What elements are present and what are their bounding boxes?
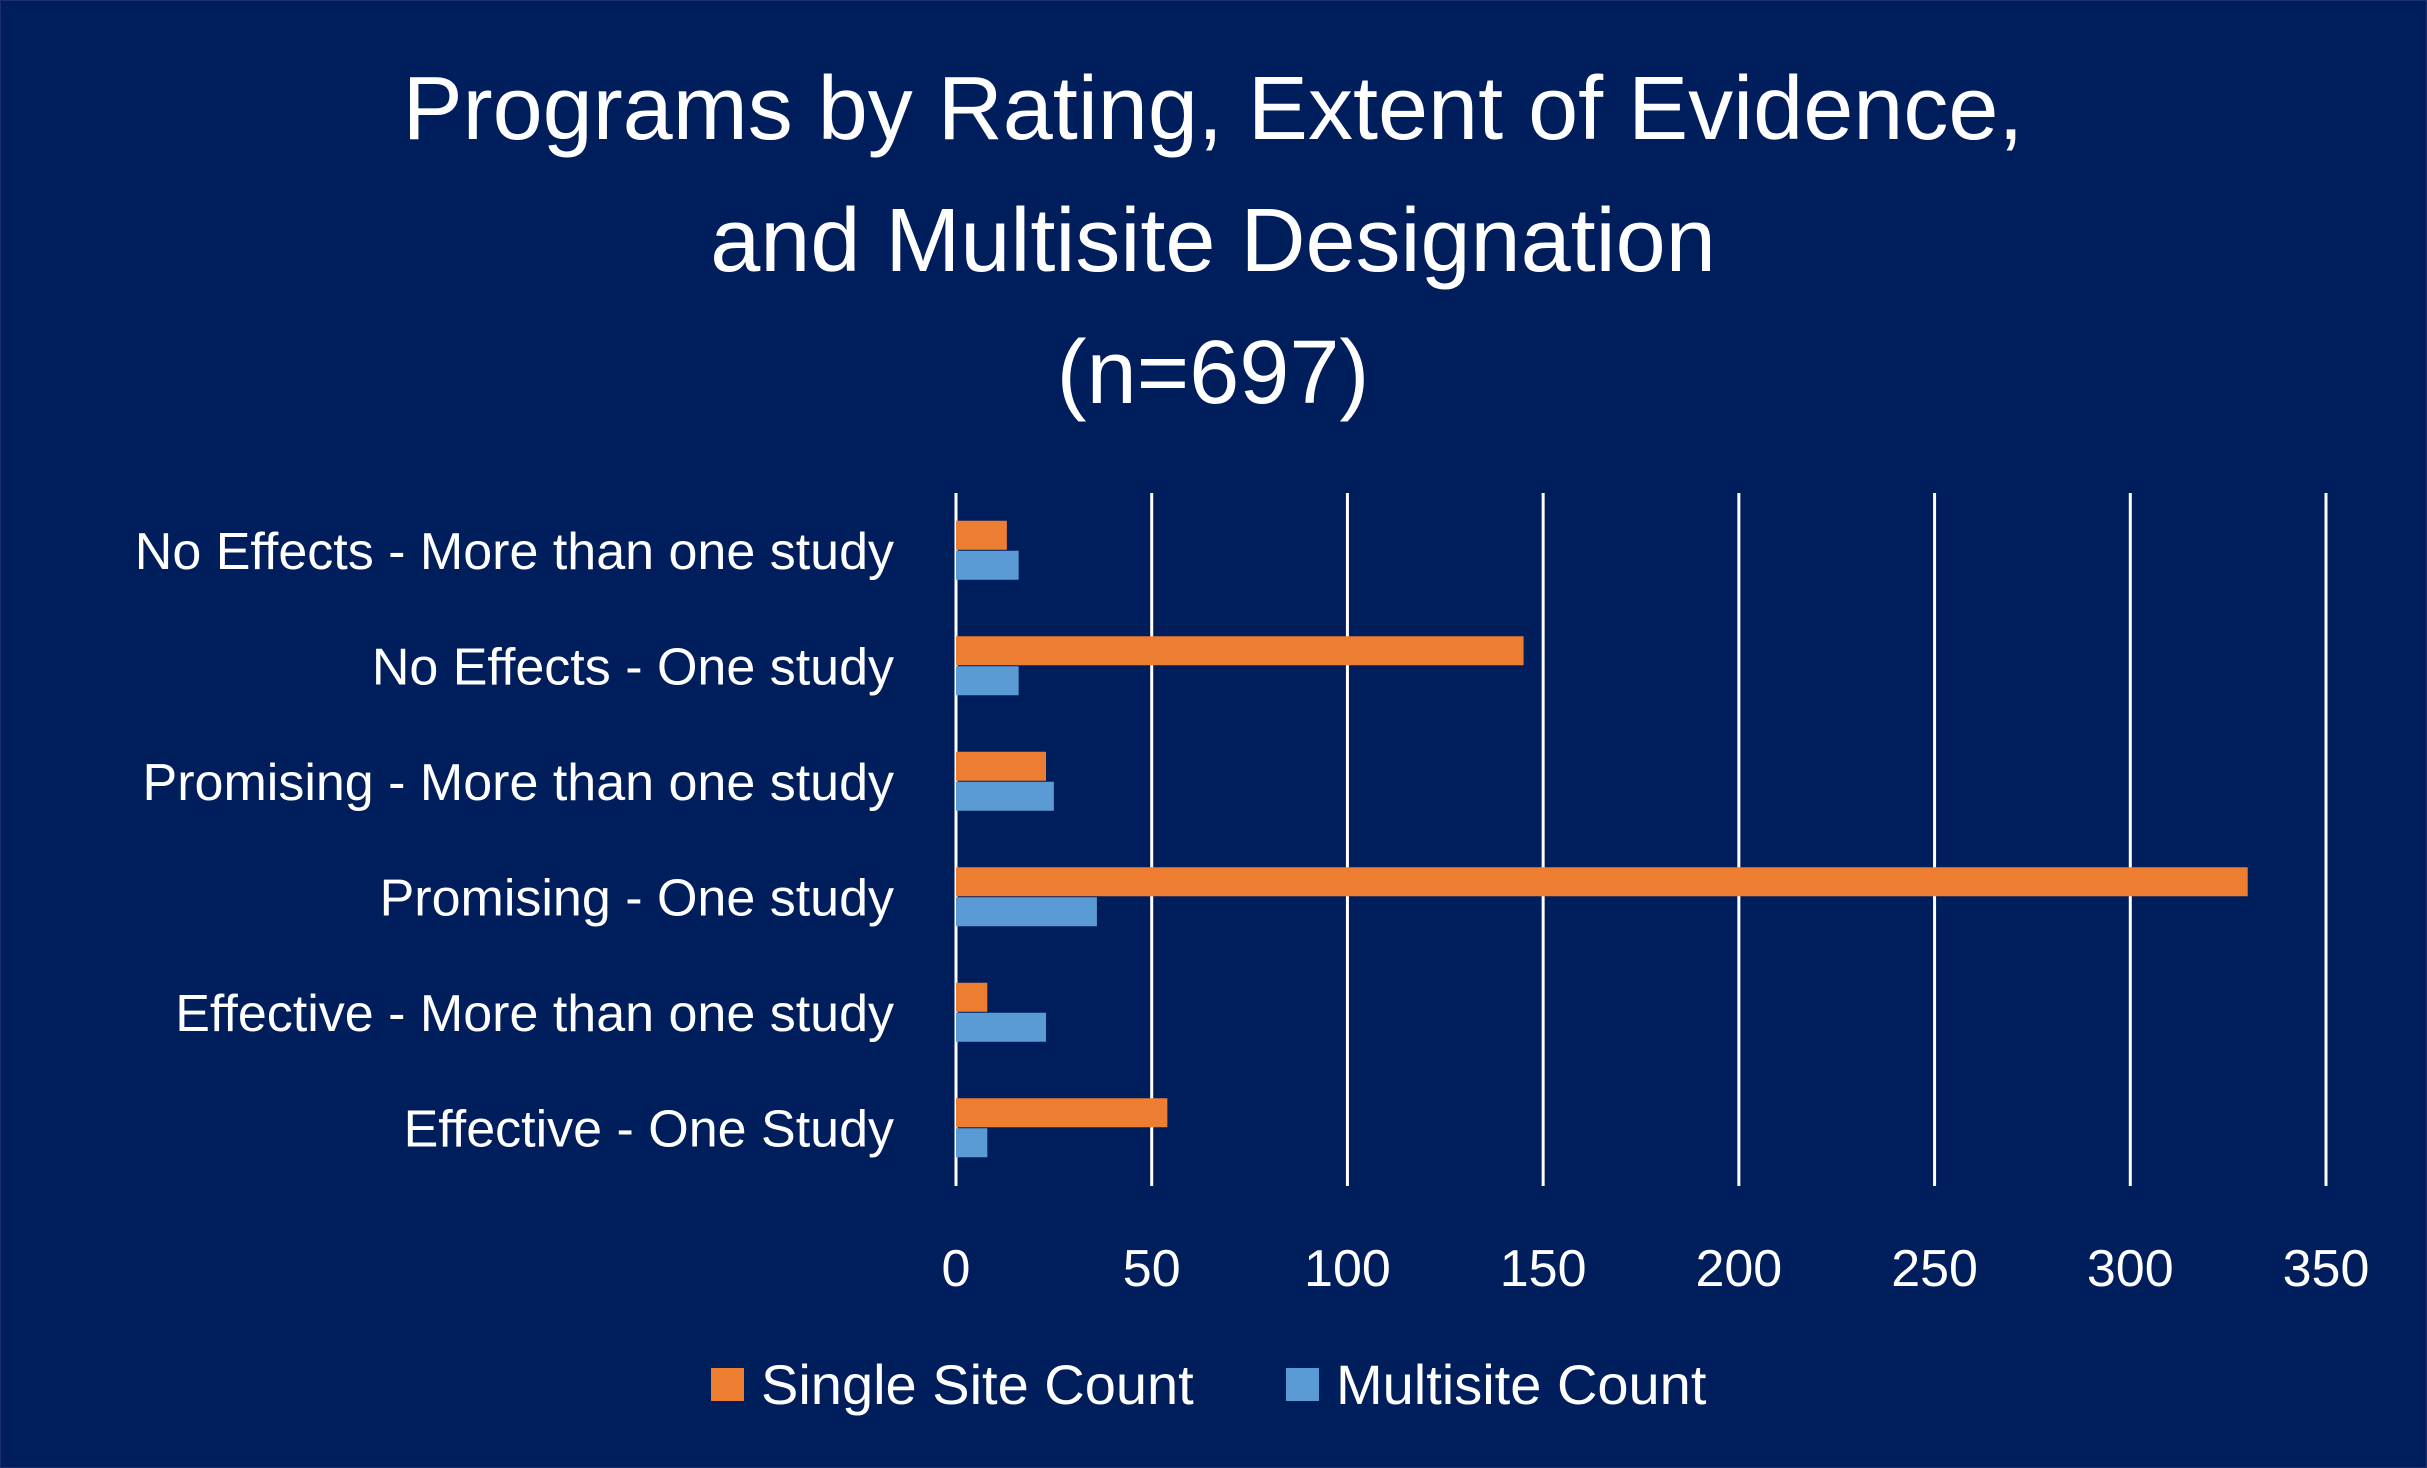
legend: Single Site Count Multisite Count: [711, 1353, 1707, 1416]
chart-title-line-3: (n=697): [1057, 323, 1370, 423]
multisite-bar: [956, 550, 1019, 580]
x-tick-label: 300: [2087, 1240, 2174, 1298]
chart-title-line-1: Programs by Rating, Extent of Evidence,: [403, 59, 2024, 159]
multisite-bar: [956, 781, 1054, 811]
x-tick-label: 350: [2283, 1240, 2370, 1298]
single-site-bar: [956, 982, 988, 1012]
category-label: Effective - More than one study: [175, 985, 894, 1043]
x-tick-label: 100: [1304, 1240, 1391, 1298]
category-label: Promising - More than one study: [143, 754, 894, 812]
category-label: No Effects - One study: [372, 638, 894, 696]
single-site-bar: [956, 520, 1007, 550]
category-label: Promising - One study: [380, 869, 894, 927]
x-tick-label: 0: [942, 1240, 971, 1298]
legend-swatch-multisite: [1286, 1368, 1319, 1401]
category-label: Effective - One Study: [404, 1100, 894, 1158]
multisite-bar: [956, 1128, 988, 1158]
legend-label-multisite: Multisite Count: [1336, 1353, 1707, 1416]
single-site-bar: [956, 751, 1047, 781]
single-site-bar: [956, 867, 2248, 897]
category-labels: No Effects - More than one study No Effec…: [135, 523, 894, 1159]
category-label: No Effects - More than one study: [135, 523, 894, 581]
legend-label-single-site: Single Site Count: [761, 1353, 1194, 1416]
single-site-bar: [956, 636, 1524, 666]
chart-title: Programs by Rating, Extent of Evidence, …: [403, 59, 2024, 423]
x-tick-label: 250: [1891, 1240, 1978, 1298]
x-axis-tick-labels: 0 50 100 150 200 250 300 350: [942, 1240, 2370, 1298]
x-tick-label: 200: [1695, 1240, 1782, 1298]
x-tick-label: 50: [1123, 1240, 1181, 1298]
legend-swatch-single-site: [711, 1368, 744, 1401]
x-tick-label: 150: [1500, 1240, 1587, 1298]
multisite-bar: [956, 897, 1097, 927]
gridlines: [954, 493, 2328, 1186]
bars: [956, 520, 2248, 1158]
multisite-bar: [956, 1012, 1047, 1042]
single-site-bar: [956, 1098, 1168, 1128]
multisite-bar: [956, 666, 1019, 696]
chart-title-line-2: and Multisite Designation: [710, 191, 1716, 291]
